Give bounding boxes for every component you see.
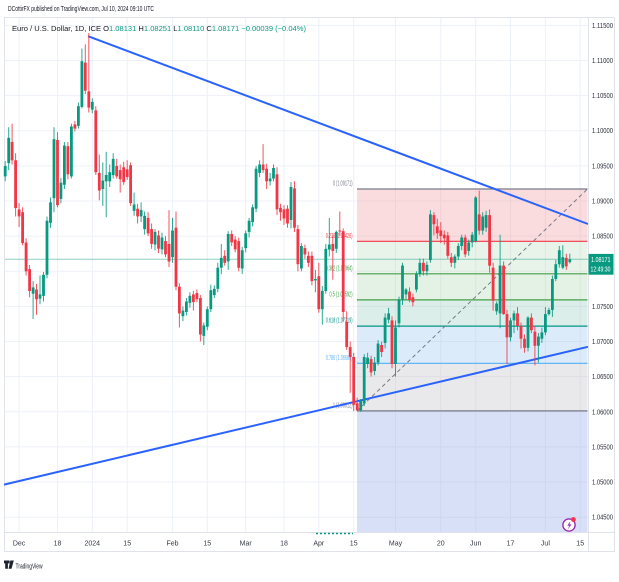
svg-text:20: 20 [437,541,445,548]
svg-text:Apr: Apr [313,541,325,548]
svg-text:Euro / U.S. Dollar, 1D, ICE O1: Euro / U.S. Dollar, 1D, ICE O1.08131 H1.… [12,26,306,33]
svg-text:1.06000: 1.06000 [592,409,613,416]
svg-text:Feb: Feb [166,541,178,548]
svg-text:1.10500: 1.10500 [592,93,613,100]
svg-text:May: May [389,541,403,548]
svg-text:15: 15 [203,541,211,548]
svg-text:12:49:30: 12:49:30 [591,266,611,273]
svg-text:1.08171: 1.08171 [591,257,611,264]
svg-text:1.05500: 1.05500 [592,444,613,451]
svg-text:0.236 (1.08426): 0.236 (1.08426) [326,233,353,240]
svg-text:15: 15 [576,541,584,548]
svg-text:1.11500: 1.11500 [592,23,613,30]
svg-text:17: 17 [507,541,515,548]
svg-text:Mar: Mar [240,541,253,548]
svg-text:1.09500: 1.09500 [592,163,613,170]
svg-text:1.10000: 1.10000 [592,128,613,135]
svg-text:DCottirFX published on Trading: DCottirFX published on TradingView.com, … [8,6,154,13]
svg-text:TradingView: TradingView [16,562,43,571]
svg-text:18: 18 [280,541,288,548]
svg-text:0.618 (1.07219): 0.618 (1.07219) [326,318,353,325]
svg-text:1.06500: 1.06500 [592,374,613,381]
svg-text:1.07000: 1.07000 [592,339,613,346]
svg-text:0.382 (1.07964): 0.382 (1.07964) [326,265,353,272]
svg-text:2024: 2024 [85,541,101,548]
svg-text:0 (1.09171): 0 (1.09171) [333,181,353,188]
svg-text:15: 15 [350,541,358,548]
svg-text:1 (1.06012): 1 (1.06012) [333,402,353,409]
svg-text:1.05000: 1.05000 [592,480,613,487]
svg-text:15: 15 [123,541,131,548]
svg-text:1.04500: 1.04500 [592,515,613,522]
svg-text:0.5 (1.07592): 0.5 (1.07592) [329,291,352,298]
svg-text:1.08500: 1.08500 [592,234,613,241]
svg-text:18: 18 [54,541,62,548]
svg-text:1.11000: 1.11000 [592,58,613,65]
svg-text:Jun: Jun [470,541,481,548]
svg-text:1.07500: 1.07500 [592,304,613,311]
svg-text:1.09000: 1.09000 [592,199,613,206]
svg-text:Jul: Jul [541,541,550,548]
svg-text:0.786 (1.06688): 0.786 (1.06688) [326,355,353,362]
svg-text:Dec: Dec [13,541,26,548]
